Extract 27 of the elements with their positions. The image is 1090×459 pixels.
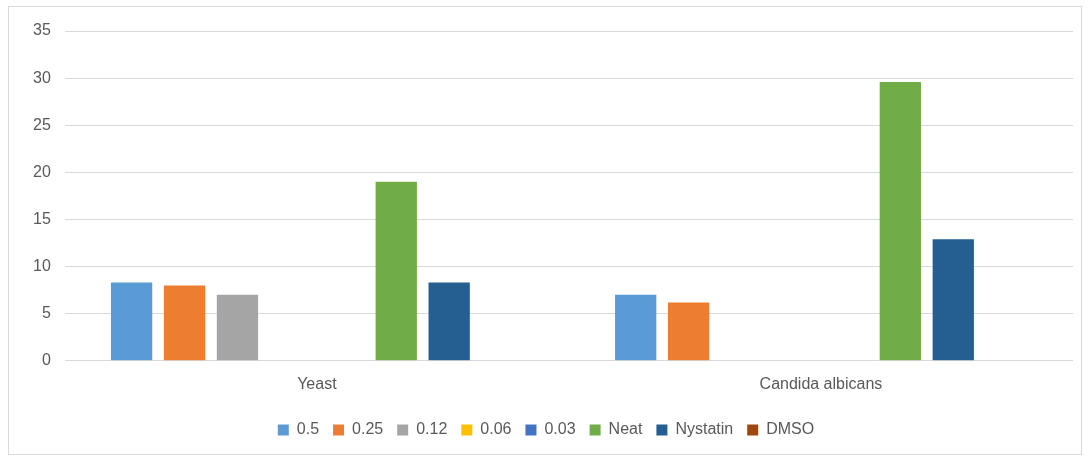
y-tick-label: 20 <box>33 162 51 180</box>
legend-label: Nystatin <box>675 420 734 438</box>
bar <box>932 239 974 361</box>
bar <box>615 294 657 361</box>
bar <box>667 302 710 361</box>
bar <box>879 81 921 361</box>
y-tick-label: 25 <box>33 115 51 133</box>
y-tick-label: 0 <box>41 351 51 369</box>
bar <box>163 285 206 361</box>
legend-label: Neat <box>608 420 643 438</box>
legend-label: DMSO <box>766 420 815 438</box>
y-tick-label: 35 <box>33 21 51 39</box>
legend-label: 0.06 <box>480 420 512 438</box>
legend-label: 0.5 <box>296 420 320 438</box>
bar <box>375 181 417 361</box>
x-tick-label: Yeast <box>297 374 338 392</box>
legend-label: 0.25 <box>352 420 384 438</box>
y-tick-label: 30 <box>33 68 51 86</box>
bar <box>428 282 470 361</box>
bar <box>110 282 153 361</box>
x-tick-label: Candida albicans <box>759 374 883 392</box>
y-tick-label: 5 <box>41 304 51 322</box>
y-tick-label: 15 <box>33 209 51 227</box>
legend-label: 0.03 <box>544 420 576 438</box>
legend-label: 0.12 <box>416 420 448 438</box>
y-tick-label: 10 <box>33 256 51 274</box>
bar <box>216 294 259 361</box>
